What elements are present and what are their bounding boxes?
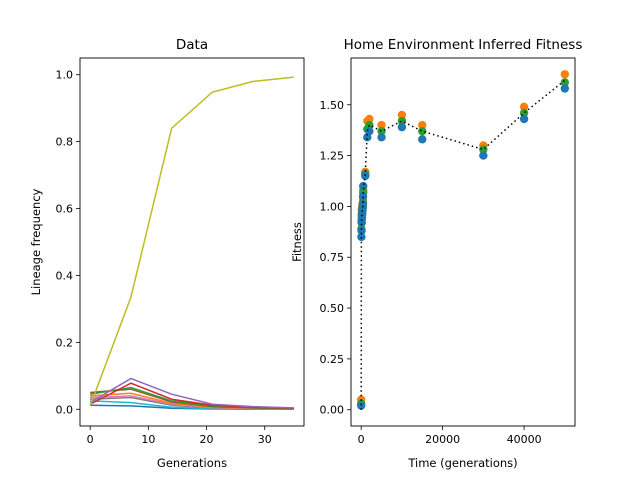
right-x-axis-label: Time (generations) — [407, 456, 517, 470]
left-chart: Data 0 10 20 30 0.0 0.2 0.4 0.6 0.8 1.0 Generatio… — [29, 37, 305, 470]
scatter-point — [418, 120, 427, 130]
left-y-axis-label: Lineage frequency — [29, 188, 43, 295]
scatter-point — [377, 120, 386, 130]
scatter-point — [560, 84, 570, 93]
series-line — [89, 377, 294, 409]
scatter-point — [359, 181, 368, 191]
left-x-axis-label: Generations — [157, 456, 227, 470]
scatter-point — [377, 126, 386, 136]
scatter-point — [365, 114, 374, 124]
scatter-point — [357, 232, 366, 242]
right-ticks: 0 20000 40000 0.00 0.25 0.50 0.75 1.00 1.25 1.50 — [320, 99, 542, 446]
scatter-point — [365, 120, 374, 130]
scatter-point — [397, 116, 407, 126]
x-tick-label: 0 — [87, 433, 94, 446]
scatter-point — [361, 171, 370, 181]
y-tick-label: 0.50 — [320, 302, 345, 315]
y-tick-label: 1.00 — [320, 200, 345, 213]
scatter-point — [377, 133, 386, 142]
scatter-point — [560, 70, 570, 79]
left-plot-frame — [79, 57, 305, 427]
scatter-point — [479, 145, 488, 154]
x-tick-label: 40000 — [507, 433, 542, 446]
y-tick-label: 0.8 — [56, 136, 74, 149]
scatter-point — [519, 102, 529, 111]
y-tick-label: 0.2 — [56, 336, 74, 349]
y-tick-label: 0.75 — [320, 251, 345, 264]
scatter-point — [358, 200, 368, 209]
x-tick-label: 0 — [358, 433, 365, 446]
left-series-layer — [89, 76, 294, 411]
y-tick-label: 1.25 — [320, 150, 345, 163]
x-tick-label: 30 — [258, 433, 272, 446]
x-tick-label: 10 — [141, 433, 155, 446]
right-chart-title: Home Environment Inferred Fitness — [344, 37, 583, 53]
scatter-point — [519, 114, 529, 124]
scatter-point — [397, 122, 407, 132]
y-tick-label: 1.50 — [320, 99, 345, 112]
scatter-point — [418, 126, 427, 136]
scatter-point — [418, 135, 427, 144]
scatter-point — [357, 226, 366, 236]
y-tick-label: 0.25 — [320, 353, 345, 366]
y-tick-label: 0.4 — [56, 269, 74, 282]
y-tick-label: 1.0 — [56, 69, 74, 82]
right-y-axis-label: Fitness — [290, 222, 304, 262]
x-tick-label: 20000 — [425, 433, 460, 446]
y-tick-label: 0.0 — [56, 403, 74, 416]
scatter-point — [356, 401, 366, 410]
scatter-point — [358, 192, 368, 201]
scatter-point — [365, 126, 374, 136]
scatter-point — [479, 151, 488, 160]
right-plot-frame — [350, 57, 576, 427]
left-chart-title: Data — [176, 37, 208, 53]
x-tick-label: 20 — [200, 433, 214, 446]
right-chart: Home Environment Inferred Fitness 0 20000… — [290, 37, 582, 470]
y-tick-label: 0.6 — [56, 203, 74, 216]
left-ticks: 0 10 20 30 0.0 0.2 0.4 0.6 0.8 1.0 — [56, 69, 272, 446]
mean-line — [360, 79, 566, 410]
scatter-point — [397, 110, 407, 120]
y-tick-label: 0.00 — [320, 404, 345, 417]
right-series-layer — [356, 70, 570, 410]
series-line — [89, 76, 294, 407]
scatter-point — [560, 78, 570, 87]
